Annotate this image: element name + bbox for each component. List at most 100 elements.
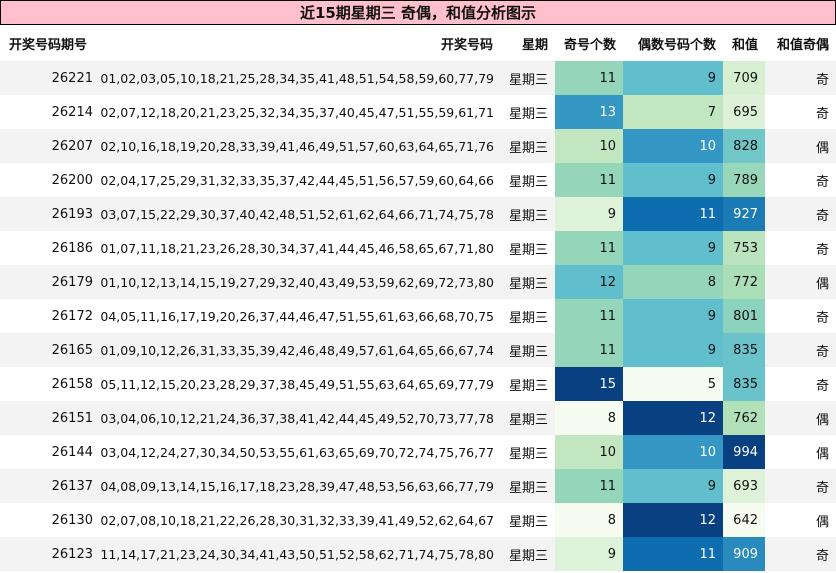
table-row: 26165 01,09,10,12,26,31,33,35,39,42,46,48… (0, 333, 836, 367)
cell-weekday: 星期三 (500, 61, 555, 95)
cell-issue: 26221 (0, 61, 100, 95)
table-row: 26193 03,07,15,22,29,30,37,40,42,48,51,52… (0, 197, 836, 231)
cell-sum-parity: 偶 (765, 503, 836, 537)
cell-odd-count: 10 (555, 129, 623, 163)
cell-numbers: 01,07,11,18,21,23,26,28,30,34,37,41,44,4… (100, 231, 500, 265)
cell-weekday: 星期三 (500, 95, 555, 129)
table-row: 26137 04,08,09,13,14,15,16,17,18,23,28,39… (0, 469, 836, 503)
cell-issue: 26179 (0, 265, 100, 299)
cell-numbers: 04,05,11,16,17,19,20,26,37,44,46,47,51,5… (100, 299, 500, 333)
cell-weekday: 星期三 (500, 537, 555, 571)
cell-numbers: 01,10,12,13,14,15,19,27,29,32,40,43,49,5… (100, 265, 500, 299)
table-row: 26172 04,05,11,16,17,19,20,26,37,44,46,47… (0, 299, 836, 333)
cell-sum-parity: 奇 (765, 95, 836, 129)
cell-sum-parity: 偶 (765, 129, 836, 163)
cell-sum-parity: 奇 (765, 469, 836, 503)
cell-weekday: 星期三 (500, 367, 555, 401)
cell-issue: 26214 (0, 95, 100, 129)
cell-even-count: 10 (623, 129, 723, 163)
cell-sum-parity: 偶 (765, 435, 836, 469)
cell-sum: 709 (723, 61, 765, 95)
cell-numbers: 03,04,06,10,12,21,24,36,37,38,41,42,44,4… (100, 401, 500, 435)
cell-odd-count: 11 (555, 163, 623, 197)
table-row: 26186 01,07,11,18,21,23,26,28,30,34,37,41… (0, 231, 836, 265)
col-header-odd-count: 奇号个数 (555, 25, 623, 61)
cell-sum-parity: 奇 (765, 231, 836, 265)
cell-issue: 26144 (0, 435, 100, 469)
col-header-weekday: 星期 (500, 25, 555, 61)
cell-numbers: 02,07,12,18,20,21,23,25,32,34,35,37,40,4… (100, 95, 500, 129)
cell-issue: 26137 (0, 469, 100, 503)
cell-even-count: 7 (623, 95, 723, 129)
cell-sum: 994 (723, 435, 765, 469)
cell-sum: 801 (723, 299, 765, 333)
cell-issue: 26130 (0, 503, 100, 537)
table-row: 26200 02,04,17,25,29,31,32,33,35,37,42,44… (0, 163, 836, 197)
cell-sum-parity: 偶 (765, 265, 836, 299)
table-row: 26130 02,07,08,10,18,21,22,26,28,30,31,32… (0, 503, 836, 537)
cell-sum: 835 (723, 367, 765, 401)
cell-numbers: 01,09,10,12,26,31,33,35,39,42,46,48,49,5… (100, 333, 500, 367)
cell-numbers: 11,14,17,21,23,24,30,34,41,43,50,51,52,5… (100, 537, 500, 571)
cell-weekday: 星期三 (500, 129, 555, 163)
cell-numbers: 02,07,08,10,18,21,22,26,28,30,31,32,33,3… (100, 503, 500, 537)
cell-numbers: 01,02,03,05,10,18,21,25,28,34,35,41,48,5… (100, 61, 500, 95)
cell-weekday: 星期三 (500, 231, 555, 265)
table-row: 26214 02,07,12,18,20,21,23,25,32,34,35,37… (0, 95, 836, 129)
cell-even-count: 9 (623, 299, 723, 333)
cell-even-count: 9 (623, 163, 723, 197)
cell-sum: 695 (723, 95, 765, 129)
col-header-issue: 开奖号码期号 (0, 25, 100, 61)
cell-sum-parity: 奇 (765, 163, 836, 197)
cell-numbers: 03,04,12,24,27,30,34,50,53,55,61,63,65,6… (100, 435, 500, 469)
cell-weekday: 星期三 (500, 163, 555, 197)
cell-weekday: 星期三 (500, 503, 555, 537)
table-row: 26207 02,10,16,18,19,20,28,33,39,41,46,49… (0, 129, 836, 163)
col-header-sum-parity: 和值奇偶 (765, 25, 836, 61)
cell-odd-count: 8 (555, 503, 623, 537)
cell-issue: 26165 (0, 333, 100, 367)
cell-sum: 772 (723, 265, 765, 299)
col-header-numbers: 开奖号码 (100, 25, 500, 61)
cell-weekday: 星期三 (500, 469, 555, 503)
cell-weekday: 星期三 (500, 435, 555, 469)
table-row: 26123 11,14,17,21,23,24,30,34,41,43,50,51… (0, 537, 836, 571)
cell-sum: 835 (723, 333, 765, 367)
cell-sum: 642 (723, 503, 765, 537)
cell-even-count: 9 (623, 333, 723, 367)
cell-even-count: 9 (623, 231, 723, 265)
cell-odd-count: 12 (555, 265, 623, 299)
cell-weekday: 星期三 (500, 401, 555, 435)
cell-even-count: 10 (623, 435, 723, 469)
cell-odd-count: 11 (555, 299, 623, 333)
cell-issue: 26123 (0, 537, 100, 571)
cell-odd-count: 11 (555, 333, 623, 367)
cell-sum: 789 (723, 163, 765, 197)
table-body: 26221 01,02,03,05,10,18,21,25,28,34,35,41… (0, 61, 836, 571)
cell-issue: 26186 (0, 231, 100, 265)
table-header-row: 开奖号码期号 开奖号码 星期 奇号个数 偶数号码个数 和值 和值奇偶 (0, 25, 836, 61)
cell-numbers: 05,11,12,15,20,23,28,29,37,38,45,49,51,5… (100, 367, 500, 401)
col-header-sum: 和值 (723, 25, 765, 61)
cell-issue: 26207 (0, 129, 100, 163)
cell-weekday: 星期三 (500, 265, 555, 299)
cell-odd-count: 11 (555, 231, 623, 265)
cell-numbers: 02,10,16,18,19,20,28,33,39,41,46,49,51,5… (100, 129, 500, 163)
cell-sum-parity: 奇 (765, 537, 836, 571)
cell-issue: 26158 (0, 367, 100, 401)
cell-sum-parity: 奇 (765, 333, 836, 367)
table-title: 近15期星期三 奇偶，和值分析图示 (0, 0, 836, 25)
cell-sum: 828 (723, 129, 765, 163)
draw-table: 开奖号码期号 开奖号码 星期 奇号个数 偶数号码个数 和值 和值奇偶 26221… (0, 25, 836, 571)
cell-issue: 26172 (0, 299, 100, 333)
cell-even-count: 8 (623, 265, 723, 299)
cell-odd-count: 9 (555, 537, 623, 571)
table-row: 26151 03,04,06,10,12,21,24,36,37,38,41,42… (0, 401, 836, 435)
cell-even-count: 5 (623, 367, 723, 401)
cell-even-count: 9 (623, 469, 723, 503)
cell-even-count: 12 (623, 503, 723, 537)
cell-odd-count: 9 (555, 197, 623, 231)
table-row: 26158 05,11,12,15,20,23,28,29,37,38,45,49… (0, 367, 836, 401)
table-row: 26144 03,04,12,24,27,30,34,50,53,55,61,63… (0, 435, 836, 469)
